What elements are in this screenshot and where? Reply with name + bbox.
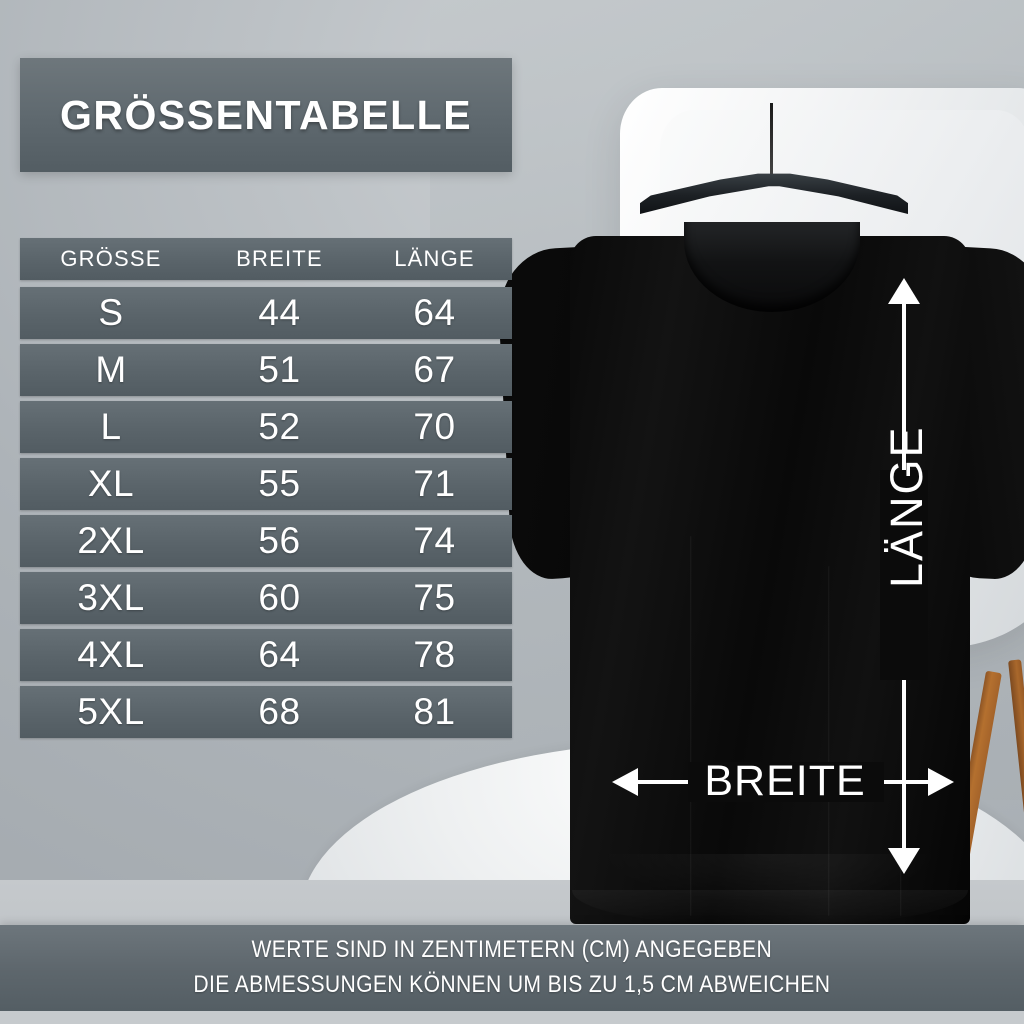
footer-note-line-2: DIE ABMESSUNGEN KÖNNEN UM BIS ZU 1,5 CM … xyxy=(193,971,831,998)
cell-length: 70 xyxy=(413,406,456,447)
length-label-backdrop xyxy=(880,470,928,680)
hanger-hook-icon xyxy=(770,103,773,175)
cell-size: 4XL xyxy=(77,634,145,675)
cell-length: 78 xyxy=(413,634,456,675)
cell-length: 81 xyxy=(413,691,456,732)
cell-size: 5XL xyxy=(77,691,145,732)
cell-size: XL xyxy=(87,463,135,504)
cell-length: 71 xyxy=(413,463,456,504)
bottom-strip xyxy=(0,1011,1024,1024)
cell-width: 55 xyxy=(258,463,301,504)
column-header-length: LÄNGE xyxy=(394,246,475,271)
cell-size: M xyxy=(95,349,127,390)
tshirt-photo xyxy=(495,196,1024,924)
table-row: S 44 64 xyxy=(20,287,512,339)
table-row: XL 55 71 xyxy=(20,458,512,510)
cell-length: 67 xyxy=(413,349,456,390)
cell-width: 68 xyxy=(258,691,301,732)
cell-width: 51 xyxy=(258,349,301,390)
length-arrow-down-icon xyxy=(888,848,920,874)
cell-width: 52 xyxy=(258,406,301,447)
column-header-size: GRÖSSE xyxy=(60,246,162,271)
cell-length: 64 xyxy=(413,292,456,333)
cell-size: 2XL xyxy=(77,520,145,561)
table-row: 3XL 60 75 xyxy=(20,572,512,624)
width-arrow-left-icon xyxy=(612,768,638,796)
length-label: LÄNGE xyxy=(881,425,932,588)
column-header-width: BREITE xyxy=(236,246,323,271)
table-row: 5XL 68 81 xyxy=(20,686,512,738)
table-header-row: GRÖSSE BREITE LÄNGE xyxy=(20,238,512,280)
footer-note-line-1: WERTE SIND IN ZENTIMETERN (CM) ANGEGEBEN xyxy=(251,936,773,964)
title-banner: GRÖSSENTABELLE xyxy=(20,58,512,172)
size-table: GRÖSSE BREITE LÄNGE S 44 64 M 51 67 L 52… xyxy=(20,238,512,743)
cell-size: 3XL xyxy=(77,577,145,618)
cell-length: 74 xyxy=(413,520,456,561)
table-row: 2XL 56 74 xyxy=(20,515,512,567)
cell-size: L xyxy=(100,406,122,447)
cell-size: S xyxy=(98,292,124,333)
table-row: 4XL 64 78 xyxy=(20,629,512,681)
cell-width: 64 xyxy=(258,634,301,675)
table-row: M 51 67 xyxy=(20,344,512,396)
width-arrow-right-icon xyxy=(928,768,954,796)
cell-width: 60 xyxy=(258,577,301,618)
footer-note-banner: WERTE SIND IN ZENTIMETERN (CM) ANGEGEBEN… xyxy=(0,925,1024,1011)
cell-width: 56 xyxy=(258,520,301,561)
cell-width: 44 xyxy=(258,292,301,333)
page-title: GRÖSSENTABELLE xyxy=(60,91,473,138)
width-label-backdrop xyxy=(688,762,884,802)
table-row: L 52 70 xyxy=(20,401,512,453)
cell-length: 75 xyxy=(413,577,456,618)
width-label: BREITE xyxy=(704,757,866,805)
